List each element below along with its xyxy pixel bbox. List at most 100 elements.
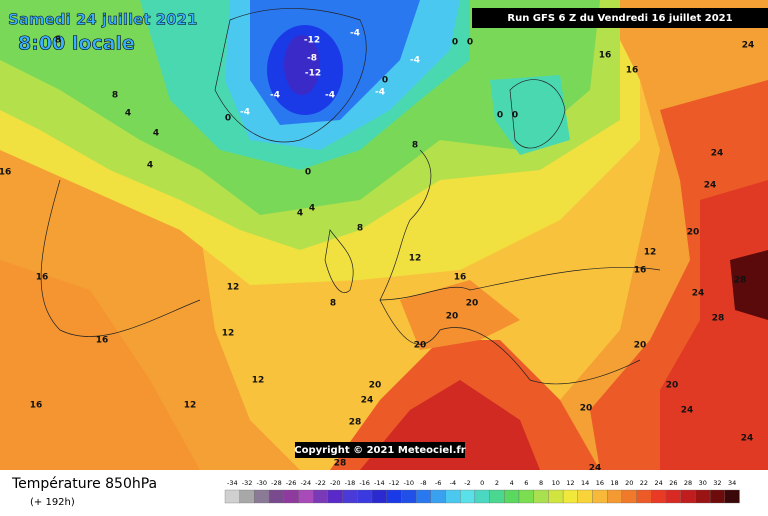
scale-swatch [371,489,387,504]
scale-label: 12 [566,479,574,487]
scale-swatch [592,489,608,504]
scale-label: 28 [684,479,692,487]
contour-label: 16 [626,66,639,76]
contour-label: 16 [96,336,109,346]
contour-label: 20 [446,312,459,322]
scale-swatch [239,489,255,504]
scale-label: 14 [581,479,589,487]
contour-label: 24 [741,434,754,444]
scale-label: -10 [403,479,414,487]
color-scale: -34 -32 -30 -28 -26 -24 -22 -20 -18 -16 -14 -12 -10-… [224,479,740,504]
scale-swatch [445,489,461,504]
contour-label: 4 [153,129,159,139]
contour-label: 20 [466,299,479,309]
scale-label: 30 [699,479,707,487]
scale-swatch [401,489,417,504]
contour-label: 24 [692,289,705,299]
contour-label: 20 [666,381,679,391]
copyright-bg [295,442,465,458]
scale-label: -16 [359,479,370,487]
scale-label: 0 [480,479,484,487]
contour-label: 20 [634,341,647,351]
scale-label: -24 [301,479,312,487]
contour-label: 0 [382,76,388,86]
contour-label: 16 [599,51,612,61]
contour-label: 0 [497,111,503,121]
contour-label: 8 [330,299,336,309]
scale-swatch [224,489,240,504]
contour-label: 24 [704,181,717,191]
contour-label: 12 [184,401,197,411]
scale-label: -6 [435,479,441,487]
contour-label: 16 [0,168,11,178]
contour-label: 12 [227,283,240,293]
contour-label: -4 [240,108,250,118]
scale-swatch [577,489,593,504]
scale-swatch [313,489,329,504]
scale-label: -26 [286,479,297,487]
scale-swatch [680,489,696,504]
contour-label: 24 [589,464,602,474]
contour-label: 4 [147,161,153,171]
scale-label: -32 [242,479,253,487]
scale-swatch [548,489,564,504]
scale-swatch [651,489,667,504]
contour-label: 20 [414,341,427,351]
contour-label: 24 [681,406,694,416]
contour-label: 8 [412,141,418,151]
scale-swatch [415,489,431,504]
contour-label: 28 [334,459,347,469]
contour-label: 0 [467,38,473,48]
scale-swatch [636,489,652,504]
scale-label: -34 [227,479,238,487]
scale-label: -8 [420,479,426,487]
contour-label: 12 [222,329,235,339]
scale-label: 8 [539,479,543,487]
scale-label: -20 [330,479,341,487]
scale-swatch [504,489,520,504]
scale-swatch [724,489,740,504]
contour-label: 12 [409,254,422,264]
contour-label: -4 [350,29,360,39]
scale-swatch [386,489,402,504]
scale-label: 18 [610,479,618,487]
scale-swatch [430,489,446,504]
scale-swatch [283,489,299,504]
scale-label: 34 [728,479,736,487]
scale-label: 6 [524,479,528,487]
scale-label: -30 [256,479,267,487]
scale-swatch [533,489,549,504]
scale-label: -14 [374,479,385,487]
contour-label: 28 [712,314,725,324]
scale-swatch [474,489,490,504]
contour-label: -4 [270,91,280,101]
contour-label: 16 [454,273,467,283]
valid-date: Samedi 24 juillet 2021 [8,11,198,29]
scale-label: -4 [450,479,456,487]
contour-label: 16 [30,401,43,411]
contour-label: 4 [309,204,315,214]
contour-label: -4 [410,56,420,66]
scale-label: -2 [464,479,470,487]
contour-label: 28 [349,418,362,428]
scale-swatch [342,489,358,504]
contour-label: 20 [687,228,700,238]
scale-swatch [562,489,578,504]
contour-label: 0 [225,114,231,124]
scale-label: -12 [389,479,400,487]
contour-label: 28 [734,276,747,286]
scale-label: -22 [315,479,326,487]
scale-label: 22 [640,479,648,487]
scale-swatch [254,489,270,504]
scale-swatch [518,489,534,504]
scale-label: 2 [495,479,499,487]
scale-swatch [327,489,343,504]
scale-swatch [460,489,476,504]
contour-label: 0 [305,168,311,178]
scale-swatch [709,489,725,504]
contour-label: -8 [307,54,317,64]
contour-label: 4 [297,209,303,219]
contour-label: -4 [375,88,385,98]
